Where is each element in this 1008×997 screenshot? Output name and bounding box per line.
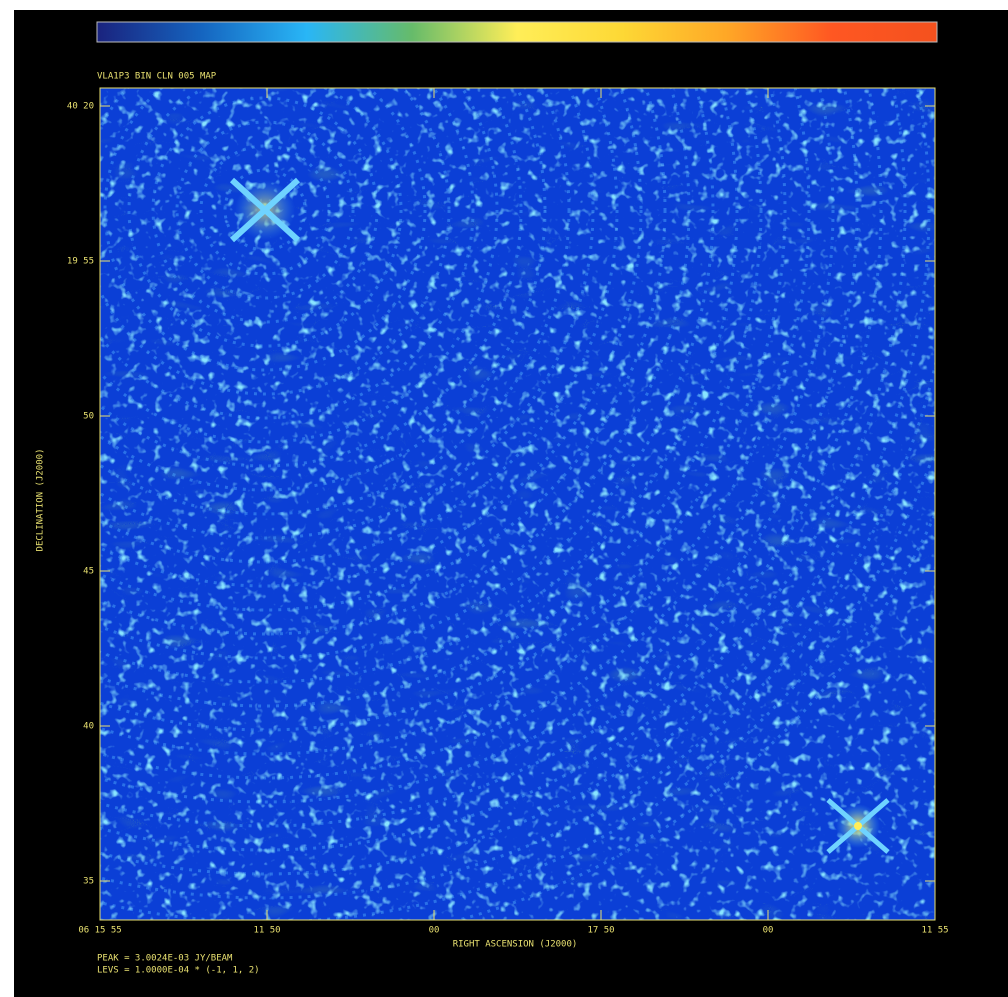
source-top-left [232, 180, 298, 240]
x-tick-label: 11 50 [253, 926, 280, 936]
map-noise [100, 88, 935, 920]
x-tick-label: 06 15 55 [78, 926, 121, 936]
y-tick-label: 19 55 [67, 257, 94, 267]
page: {"header": {"title": "VLA1P3 BIN CLN 005… [0, 0, 1008, 997]
x-tick-label: 11 55 [921, 926, 948, 936]
x-axis-label: RIGHT ASCENSION (J2000) [453, 940, 578, 950]
footer-line: LEVS = 1.0000E-04 * (-1, 1, 2) [97, 966, 260, 976]
y-axis-label: DECLINATION (J2000) [36, 449, 46, 552]
footer-line: PEAK = 3.0024E-03 JY/BEAM [97, 954, 233, 964]
map-header: VLA1P3 BIN CLN 005 MAP [97, 72, 217, 82]
y-tick-label: 45 [83, 567, 94, 577]
x-tick-label: 00 [763, 926, 774, 936]
y-tick-label: 40 20 [67, 102, 94, 112]
x-tick-label: 00 [429, 926, 440, 936]
source-bottom-right [828, 800, 888, 852]
y-tick-label: 50 [83, 412, 94, 422]
x-tick-label: 17 50 [587, 926, 614, 936]
y-tick-label: 40 [83, 722, 94, 732]
colorbar [97, 22, 937, 42]
y-tick-label: 35 [83, 877, 94, 887]
image-viewer: VLA1P3 BIN CLN 005 MAP DECLINATION (J200… [0, 0, 1008, 997]
sky-map [0, 0, 1001, 946]
